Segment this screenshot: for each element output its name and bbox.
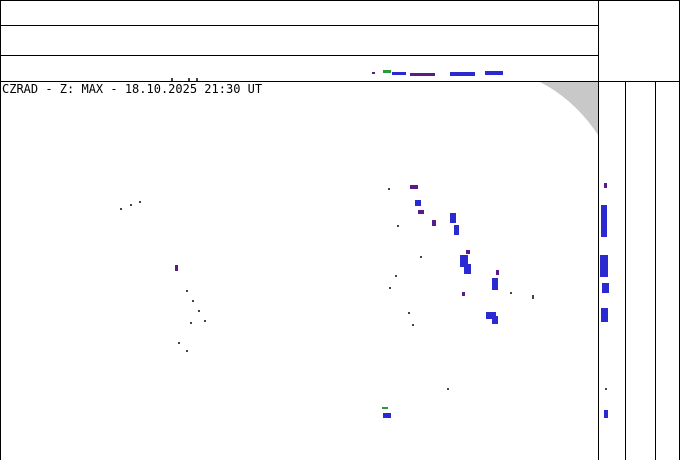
out-of-range-area (540, 82, 598, 135)
top-strip-echoes (171, 70, 503, 81)
side-profile-echoes (600, 183, 609, 418)
radar-echoes (120, 185, 534, 418)
title: CZRAD - Z: MAX - 18.10.2025 21:30 UT (2, 82, 262, 96)
